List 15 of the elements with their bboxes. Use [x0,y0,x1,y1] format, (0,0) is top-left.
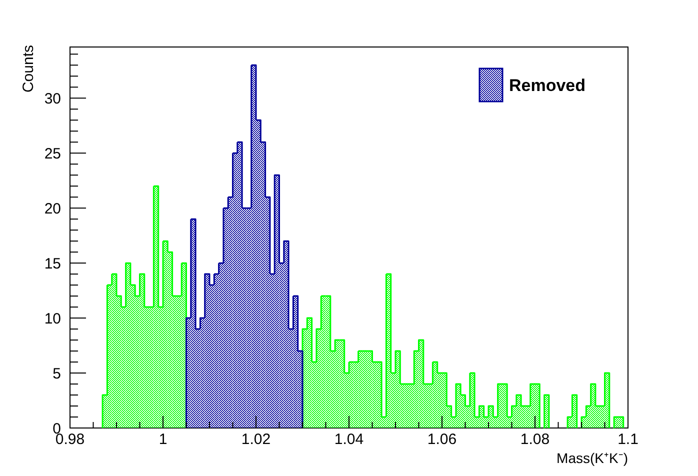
y-tick-label: 20 [44,200,61,218]
x-tick-label: 1.04 [334,431,364,448]
x-tick-label: 1.02 [241,431,271,448]
x-axis-title: Mass(K⁺K⁻) [556,450,628,466]
y-tick-label: 10 [44,310,61,328]
y-tick-label: 15 [44,255,61,272]
y-tick-label: 30 [44,90,61,108]
y-tick-label: 5 [52,365,61,382]
x-tick-label: 1.1 [618,431,638,448]
y-axis-title: Counts [20,45,37,93]
x-tick-label: 1.08 [520,431,550,448]
x-tick-label: 1.06 [427,431,457,448]
y-tick-label: 25 [44,145,61,162]
legend-label: Removed [509,76,586,95]
x-tick-label: 1 [158,431,168,448]
